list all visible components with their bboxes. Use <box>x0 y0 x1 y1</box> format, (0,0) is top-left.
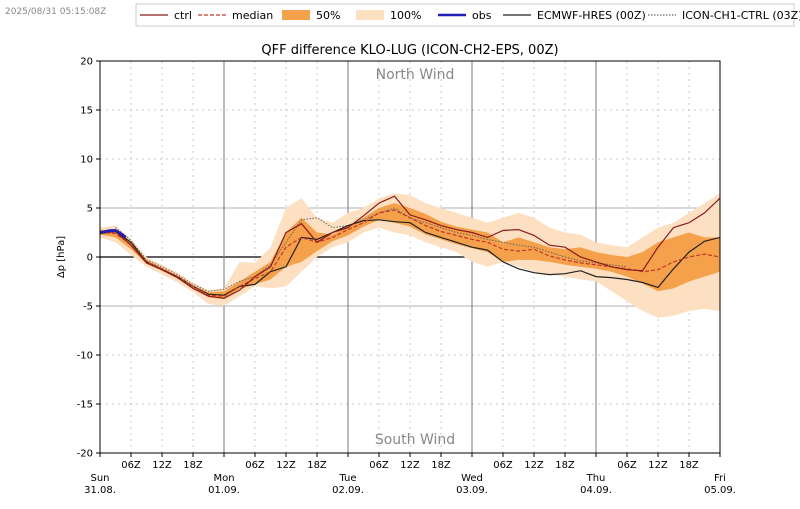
x-tick-label: 18Z <box>679 460 699 471</box>
legend-swatch <box>282 10 310 20</box>
x-tick-label: 06Z <box>493 460 513 471</box>
legend-label: 50% <box>316 9 340 22</box>
x-day-label: Mon <box>213 473 234 484</box>
legend-entry-icon1: ICON-CH1-CTRL (03Z) <box>648 9 800 22</box>
legend-label: 100% <box>390 9 421 22</box>
series-layer <box>100 193 720 318</box>
y-tick-label: 15 <box>80 106 93 117</box>
y-tick-label: -10 <box>77 351 93 362</box>
x-tick-label: 18Z <box>307 460 327 471</box>
south-wind-label: South Wind <box>375 432 455 448</box>
obs-line <box>100 229 127 239</box>
y-tick-label: 5 <box>87 204 93 215</box>
legend-label: obs <box>472 9 492 22</box>
x-tick-label: 12Z <box>276 460 296 471</box>
north-wind-label: North Wind <box>376 67 455 83</box>
x-tick-label: 12Z <box>400 460 420 471</box>
x-day-label: Tue <box>338 473 356 484</box>
y-tick-label: 0 <box>87 253 93 264</box>
timestamp: 2025/08/31 05:15:08Z <box>5 7 106 17</box>
x-date-label: 02.09. <box>332 485 364 496</box>
y-tick-label: -15 <box>77 400 93 411</box>
y-tick-label: -5 <box>83 302 93 313</box>
x-date-label: 31.08. <box>84 485 116 496</box>
axis-ticks: -20 -15 -10 -5 0 5 10 15 20 06Z 12Z 18Z 06Z 12Z 18Z 06Z… <box>77 57 736 497</box>
y-tick-label: 10 <box>80 155 93 166</box>
x-day-label: Wed <box>461 473 483 484</box>
x-tick-label: 06Z <box>121 460 141 471</box>
y-tick-label: -20 <box>77 449 93 460</box>
legend: ctrl median 50% 100% obs ECMWF-HRES (00Z) ICON… <box>135 3 800 27</box>
x-tick-label: 18Z <box>555 460 575 471</box>
chart-title: QFF difference KLO-LUG (ICON-CH2-EPS, 00… <box>261 43 558 58</box>
ctrl-line <box>100 195 720 299</box>
legend-entry-obs: obs <box>438 9 492 22</box>
x-day-label: Sun <box>90 473 109 484</box>
x-day-label: Fri <box>714 473 726 484</box>
legend-entry-p50: 50% <box>282 9 340 22</box>
x-date-label: 05.09. <box>704 485 736 496</box>
icon-ch1-ctrl-line <box>115 207 628 292</box>
legend-swatch <box>356 10 384 20</box>
x-tick-label: 12Z <box>648 460 668 471</box>
legend-entry-ecmwf: ECMWF-HRES (00Z) <box>503 9 646 22</box>
legend-entry-p100: 100% <box>356 9 421 22</box>
x-tick-label: 12Z <box>152 460 172 471</box>
x-tick-label: 18Z <box>431 460 451 471</box>
x-tick-label: 12Z <box>524 460 544 471</box>
legend-label: median <box>232 9 273 22</box>
y-axis-label: Δp [hPa] <box>56 236 67 278</box>
x-date-label: 01.09. <box>208 485 240 496</box>
x-tick-label: 18Z <box>183 460 203 471</box>
x-tick-label: 06Z <box>617 460 637 471</box>
x-date-label: 04.09. <box>580 485 612 496</box>
x-day-label: Thu <box>586 473 606 484</box>
legend-label: ctrl <box>174 9 192 22</box>
x-tick-label: 06Z <box>245 460 265 471</box>
legend-label: ECMWF-HRES (00Z) <box>537 9 646 22</box>
legend-entry-ctrl: ctrl <box>140 9 192 22</box>
legend-label: ICON-CH1-CTRL (03Z) <box>682 9 800 22</box>
y-tick-label: 20 <box>80 57 93 68</box>
x-date-label: 03.09. <box>456 485 488 496</box>
band-50 <box>100 203 720 300</box>
x-tick-label: 06Z <box>369 460 389 471</box>
legend-entry-median: median <box>198 9 273 22</box>
